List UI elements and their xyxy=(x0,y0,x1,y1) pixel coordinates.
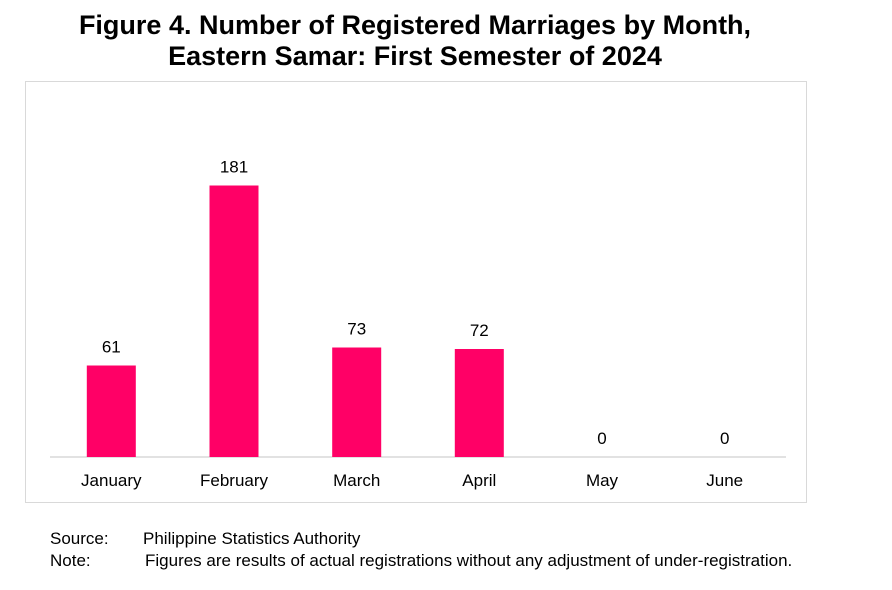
x-tick-label-january: January xyxy=(81,471,142,490)
data-label-april: 72 xyxy=(470,321,489,340)
bar-march xyxy=(332,347,382,457)
chart-area: 61 January 181 February 73 March 72 April 0 May 0 J… xyxy=(25,81,807,503)
data-label-march: 73 xyxy=(347,320,366,339)
bar-january xyxy=(86,365,136,457)
source-label: Source: xyxy=(50,529,109,548)
bar-february xyxy=(209,185,259,457)
x-tick-label-june: June xyxy=(706,471,743,490)
note-label: Note: xyxy=(50,551,91,570)
bar-april xyxy=(454,349,504,457)
x-tick-label-march: March xyxy=(333,471,380,490)
data-label-february: 181 xyxy=(220,158,248,177)
chart-title: Figure 4. Number of Registered Marriages… xyxy=(0,10,830,72)
bar-chart: 61 January 181 February 73 March 72 April 0 May 0 J… xyxy=(50,158,786,490)
data-label-january: 61 xyxy=(102,338,121,357)
data-label-june: 0 xyxy=(720,429,729,448)
x-tick-label-april: April xyxy=(462,471,496,490)
note-text: Figures are results of actual registrati… xyxy=(145,551,793,570)
chart-title-line-1: Figure 4. Number of Registered Marriages… xyxy=(78,10,752,40)
chart-title-line-2: Eastern Samar: First Semester of 2024 xyxy=(168,41,662,71)
x-tick-label-february: February xyxy=(200,471,269,490)
source-text: Philippine Statistics Authority xyxy=(143,529,361,548)
x-tick-label-may: May xyxy=(586,471,619,490)
data-label-may: 0 xyxy=(597,429,606,448)
